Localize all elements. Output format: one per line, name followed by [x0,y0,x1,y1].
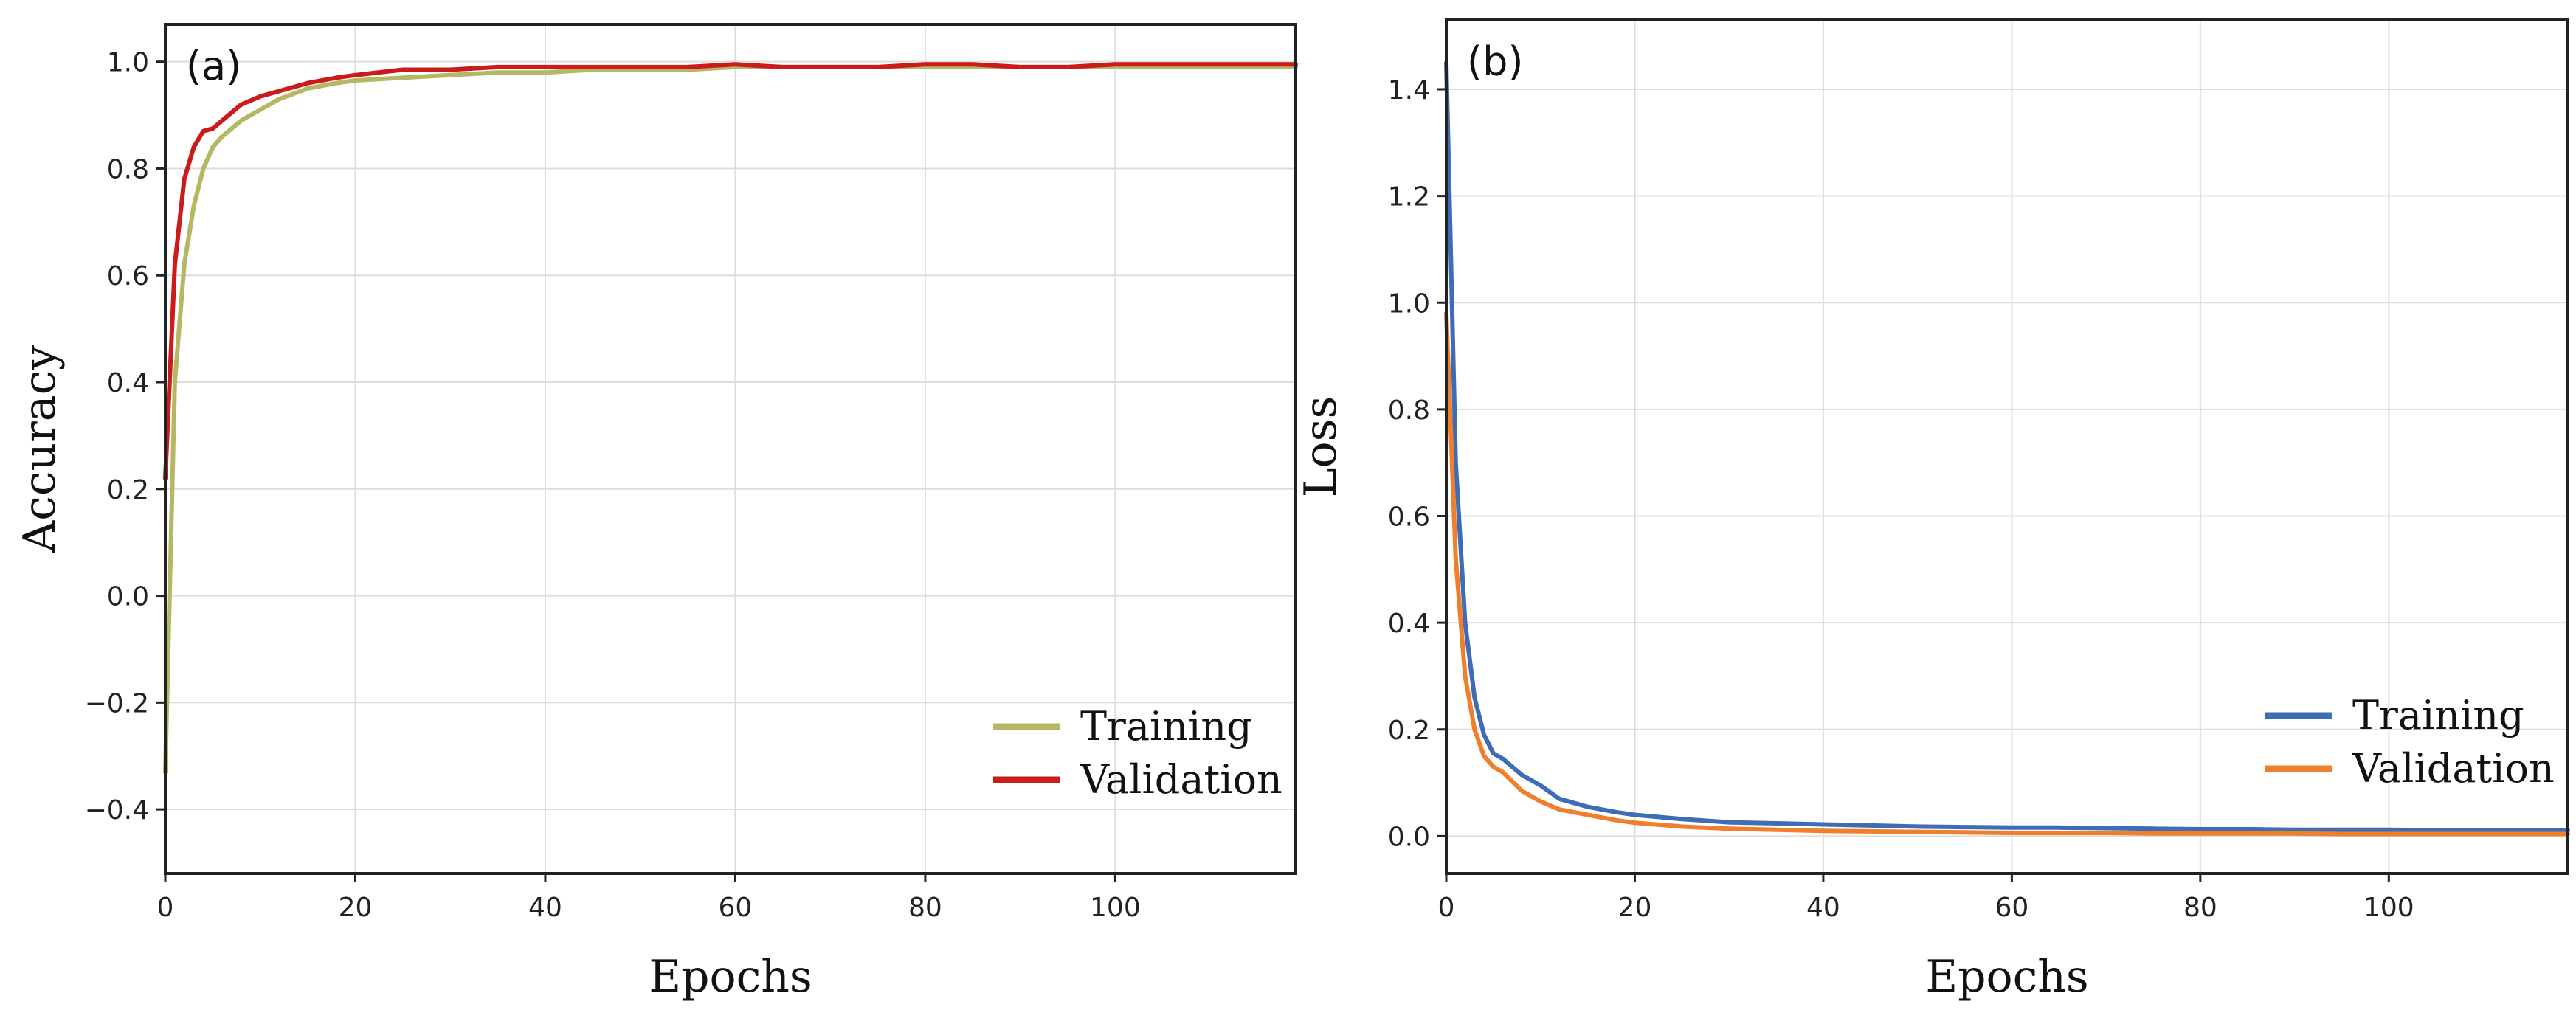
accuracy-y-tick-label: −0.4 [85,795,149,826]
accuracy-chart-panel: 0 20 40 60 80 100 −0.4−0.20.00.20.40.60.81.0 … [14,23,1298,1003]
accuracy-y-tick-label: 0.6 [107,261,149,291]
accuracy-x-tick-label: 0 [157,893,174,923]
accuracy-y-tick-label: 0.4 [107,368,149,398]
loss-legend-label-validation: Validation [2352,745,2555,792]
loss-x-tick-label: 40 [1806,893,1840,923]
accuracy-grid [165,24,1296,873]
accuracy-training-line [163,64,1298,775]
accuracy-x-tick-label: 100 [1090,893,1141,923]
accuracy-x-tick-label: 40 [528,893,562,923]
accuracy-x-ticks: 0 20 40 60 80 100 [157,873,1141,923]
loss-y-ticks: 0.0 0.2 0.4 0.6 0.8 1.0 1.2 1.4 [1388,75,1446,852]
accuracy-legend: Training Validation [993,703,1282,803]
loss-x-ticks: 0 20 40 60 80 100 [1438,873,2414,923]
loss-plot-frame [1445,18,2569,875]
loss-x-tick-label: 0 [1438,893,1455,923]
loss-y-axis-label: Loss [1295,396,1347,498]
loss-y-tick-label: 1.2 [1388,182,1430,212]
accuracy-y-ticks: −0.4 −0.2 0.0 0.2 0.4 0.6 0.8 1.0 [85,48,165,826]
loss-y-tick-label: 0.0 [1388,822,1430,852]
loss-panel-label: (b) [1467,38,1523,85]
accuracy-legend-label-validation: Validation [1080,756,1282,803]
accuracy-x-tick-label: 80 [908,893,942,923]
loss-y-tick-label: 0.2 [1388,716,1430,746]
loss-x-tick-label: 80 [2183,893,2217,923]
accuracy-plot-frame [164,23,1297,875]
accuracy-y-tick-label: 0.2 [107,475,149,505]
loss-y-tick-label: 0.6 [1388,502,1430,533]
loss-y-tick-label: 1.0 [1388,288,1430,319]
loss-y-tick-label: 1.4 [1388,75,1430,105]
accuracy-legend-label-training: Training [1080,703,1252,750]
loss-y-tick-label: 0.4 [1388,609,1430,639]
loss-y-tick-label: 0.8 [1388,395,1430,426]
accuracy-y-tick-label: 0.0 [107,582,149,612]
loss-legend: Training Validation [2265,692,2555,792]
accuracy-panel-label: (a) [186,43,241,89]
loss-x-tick-label: 20 [1618,893,1652,923]
loss-training-line [1444,60,2570,833]
accuracy-x-axis-label: Epochs [649,951,812,1003]
accuracy-x-tick-label: 60 [719,893,753,923]
loss-chart-panel: 0 20 40 60 80 100 0.0 0.2 0.4 0.6 0.8 1.0 1.2 1.4 (b… [1295,18,2570,1003]
loss-grid [1446,20,2568,873]
accuracy-y-tick-label: 0.8 [107,154,149,184]
accuracy-x-tick-label: 20 [339,893,373,923]
accuracy-y-tick-label: 1.0 [107,48,149,78]
accuracy-y-axis-label: Accuracy [14,345,66,553]
loss-series-group [1444,60,2570,837]
loss-x-axis-label: Epochs [1925,951,2088,1003]
accuracy-y-tick-label: −0.2 [85,688,149,719]
loss-validation-line [1444,311,2570,837]
accuracy-validation-line [163,62,1298,481]
loss-legend-label-training: Training [2352,692,2524,738]
loss-x-tick-label: 60 [1995,893,2028,923]
loss-x-tick-label: 100 [2363,893,2414,923]
accuracy-series-group [163,62,1298,775]
